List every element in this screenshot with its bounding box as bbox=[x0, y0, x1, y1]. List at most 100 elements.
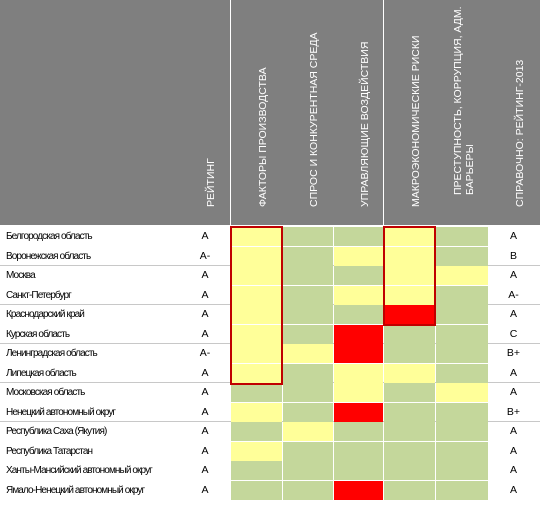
rating-2013-value: A bbox=[509, 483, 517, 496]
table-row: Воронежская область A- B bbox=[0, 246, 540, 266]
score-cell bbox=[384, 383, 435, 402]
header-rating-label: РЕЙТИНГ bbox=[205, 158, 217, 207]
score-cell bbox=[283, 344, 333, 363]
score-cell bbox=[283, 402, 333, 422]
score-cell bbox=[334, 383, 383, 402]
score-cell bbox=[231, 480, 282, 500]
header-management-label: УПРАВЛЯЮЩИЕ ВОЗДЕЙСТВИЯ bbox=[358, 41, 371, 207]
rating-value: A- bbox=[199, 347, 211, 359]
score-cell bbox=[334, 227, 383, 246]
rating-value: A bbox=[201, 366, 209, 379]
rating-2013-value: A bbox=[509, 425, 517, 437]
score-cell bbox=[334, 480, 383, 500]
region-name: Москва bbox=[6, 270, 36, 281]
score-cell bbox=[231, 402, 282, 422]
region-name: Санкт-Петербург bbox=[6, 289, 72, 301]
score-cell bbox=[231, 383, 282, 402]
score-cell bbox=[283, 227, 333, 246]
header-macro: МАКРОЭКОНОМИЧЕСКИЕ РИСКИ bbox=[384, 0, 435, 225]
row-divider bbox=[0, 265, 540, 266]
score-cell bbox=[231, 344, 282, 363]
score-cell bbox=[436, 402, 488, 422]
score-cell bbox=[283, 363, 333, 383]
table-row: Краснодарский край A A bbox=[0, 305, 540, 324]
rating-2013-value: C bbox=[509, 327, 518, 340]
rating-value: A bbox=[201, 483, 209, 496]
score-cell bbox=[384, 441, 435, 461]
score-cell bbox=[334, 266, 383, 285]
score-cell bbox=[436, 461, 488, 480]
rating-2013-value: A bbox=[509, 444, 517, 457]
table-row: Ямало-Ненецкий автономный округ A A bbox=[0, 480, 540, 500]
header-management: УПРАВЛЯЮЩИЕ ВОЗДЕЙСТВИЯ bbox=[334, 0, 383, 225]
score-cell bbox=[436, 285, 488, 305]
table-row: Липецкая область A A bbox=[0, 363, 540, 383]
score-cell bbox=[384, 363, 435, 383]
header-demand: СПРОС И КОНКУРЕНТНАЯ СРЕДА bbox=[283, 0, 333, 225]
rating-value: A bbox=[201, 425, 209, 437]
table-row: Ханты-Мансийский автономный округ A A bbox=[0, 461, 540, 480]
rating-2013-value: A bbox=[509, 464, 517, 476]
region-name: Липецкая область bbox=[6, 367, 77, 379]
score-cell bbox=[334, 246, 383, 266]
score-cell bbox=[231, 227, 282, 246]
score-cell bbox=[283, 324, 333, 344]
score-cell bbox=[436, 363, 488, 383]
score-cell bbox=[384, 422, 435, 441]
rating-2013-value: B+ bbox=[506, 347, 521, 359]
score-cell bbox=[436, 305, 488, 324]
score-cell bbox=[231, 441, 282, 461]
row-divider bbox=[0, 421, 540, 422]
header-band bbox=[0, 0, 540, 225]
header-rating: РЕЙТИНГ bbox=[180, 0, 230, 225]
rating-value: A bbox=[201, 386, 209, 398]
score-cell bbox=[283, 305, 333, 324]
region-name: Ленинградская область bbox=[6, 348, 98, 359]
rating-2013-value: A- bbox=[508, 288, 519, 301]
table-row: Московская область A A bbox=[0, 383, 540, 402]
score-cell bbox=[334, 422, 383, 441]
rating-2013-value: A bbox=[509, 269, 517, 281]
score-cell bbox=[384, 266, 435, 285]
score-cell bbox=[384, 344, 435, 363]
table-row: Республика Татарстан A A bbox=[0, 441, 540, 461]
header-crime: ПРЕСТУПНОСТЬ, КОРРУПЦИЯ, АДМ. БАРЬЕРЫ bbox=[436, 0, 488, 225]
score-cell bbox=[384, 324, 435, 344]
score-cell bbox=[334, 324, 383, 344]
row-divider bbox=[0, 343, 540, 344]
score-cell bbox=[334, 441, 383, 461]
score-cell bbox=[283, 441, 333, 461]
score-cell bbox=[283, 461, 333, 480]
rating-value: A bbox=[201, 269, 209, 281]
header-demand-label: СПРОС И КОНКУРЕНТНАЯ СРЕДА bbox=[308, 32, 320, 207]
table-row: Республика Саха (Якутия) A A bbox=[0, 422, 540, 441]
score-cell bbox=[384, 285, 435, 305]
score-cell bbox=[436, 422, 488, 441]
score-cell bbox=[231, 422, 282, 441]
score-cell bbox=[384, 305, 435, 324]
score-cell bbox=[436, 246, 488, 266]
score-cell bbox=[231, 305, 282, 324]
header-factors-label: ФАКТОРЫ ПРОИЗВОДСТВА bbox=[256, 67, 269, 207]
rating-value: A bbox=[201, 230, 209, 242]
score-cell bbox=[231, 461, 282, 480]
score-cell bbox=[436, 266, 488, 285]
score-cell bbox=[384, 227, 435, 246]
score-cell bbox=[283, 383, 333, 402]
rating-2013-value: A bbox=[509, 230, 517, 242]
region-name: Белгородская область bbox=[6, 231, 93, 242]
rating-2013-value: A bbox=[509, 386, 517, 398]
score-cell bbox=[384, 461, 435, 480]
header-crime-label: ПРЕСТУПНОСТЬ, КОРРУПЦИЯ, АДМ. БАРЬЕРЫ bbox=[452, 6, 476, 195]
header-factors: ФАКТОРЫ ПРОИЗВОДСТВА bbox=[231, 0, 282, 225]
region-name: Ненецкий автономный округ bbox=[6, 406, 116, 418]
region-name: Воронежская область bbox=[6, 250, 91, 262]
score-cell bbox=[384, 480, 435, 500]
score-cell bbox=[283, 246, 333, 266]
header-ref2013: СПРАВОЧНО: РЕЙТИНГ-2013 bbox=[489, 0, 538, 225]
rating-value: A- bbox=[199, 249, 211, 262]
rating-value: A bbox=[201, 405, 209, 418]
row-divider bbox=[0, 382, 540, 383]
header-divider bbox=[383, 0, 384, 225]
